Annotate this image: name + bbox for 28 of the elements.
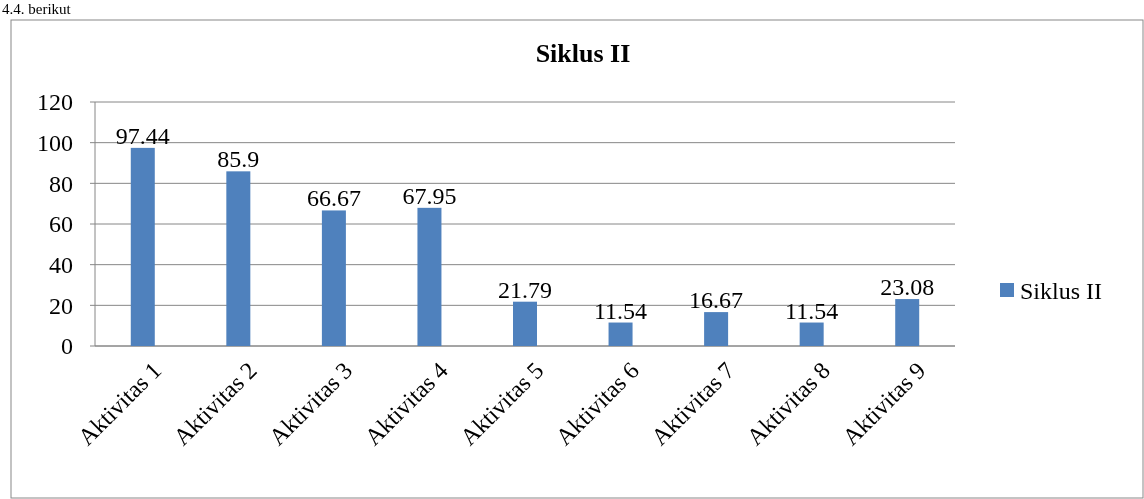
y-tick-label: 80	[49, 170, 73, 197]
bar	[608, 322, 633, 346]
chart-title: Siklus II	[535, 39, 631, 68]
y-tick-label: 20	[49, 292, 73, 319]
bar	[704, 312, 729, 346]
data-label: 21.79	[498, 276, 552, 303]
data-label: 97.44	[115, 122, 170, 149]
y-tick-label: 40	[49, 252, 73, 279]
bar	[226, 171, 251, 346]
bar	[799, 322, 824, 346]
y-tick-label: 60	[49, 211, 73, 238]
data-label: 23.08	[880, 274, 935, 301]
data-label: 11.54	[785, 297, 839, 324]
data-label: 16.67	[689, 287, 744, 314]
legend-label: Siklus II	[1020, 278, 1103, 305]
data-label: 66.67	[306, 185, 361, 212]
bar	[417, 207, 442, 346]
data-label: 11.54	[594, 297, 648, 324]
y-tick-label: 120	[37, 89, 73, 116]
y-tick-label: 0	[61, 333, 73, 360]
text: 4.4. berikut	[2, 1, 72, 17]
bar	[321, 210, 346, 346]
bar	[895, 299, 920, 346]
y-tick-label: 100	[37, 130, 73, 157]
bar	[130, 147, 155, 346]
data-label: 67.95	[402, 182, 457, 209]
bar	[513, 301, 537, 346]
data-label: 85.9	[217, 146, 260, 173]
